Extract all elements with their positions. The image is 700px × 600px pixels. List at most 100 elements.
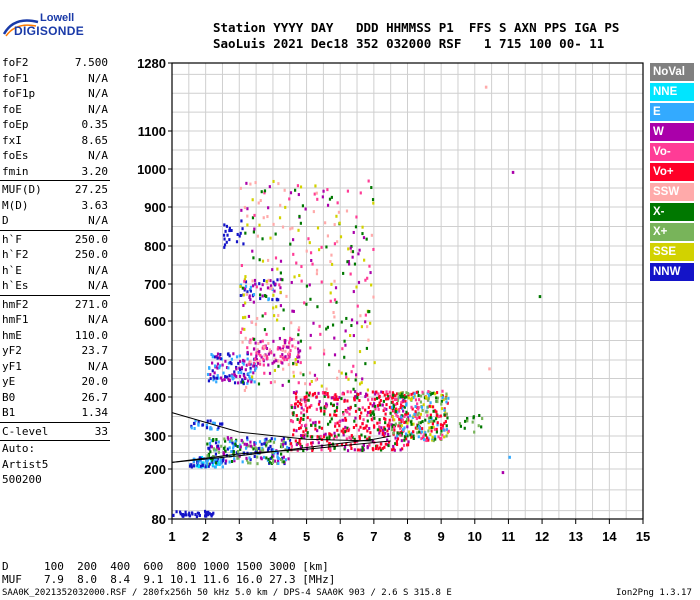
echo-point	[296, 355, 299, 359]
echo-point	[357, 428, 361, 432]
echo-point	[201, 463, 204, 467]
echo-point	[411, 407, 414, 411]
echo-point	[342, 411, 345, 415]
echo-point	[271, 361, 274, 365]
echo-point	[236, 456, 239, 460]
echo-point	[215, 355, 218, 359]
echo-point	[299, 361, 302, 365]
echo-point	[344, 329, 347, 333]
echo-point	[216, 356, 219, 360]
echo-point	[367, 338, 370, 342]
echo-point	[197, 464, 200, 468]
echo-point	[436, 400, 439, 404]
echo-point	[277, 346, 280, 350]
echo-point	[259, 362, 262, 366]
echo-point	[335, 214, 338, 218]
echo-point	[245, 458, 249, 462]
echo-point	[230, 450, 233, 454]
echo-point	[193, 427, 196, 431]
echo-point	[291, 344, 294, 348]
echo-point	[372, 295, 375, 299]
echo-point	[375, 396, 379, 400]
y-tick-label: 1280	[137, 56, 166, 71]
echo-point	[419, 421, 422, 425]
echo-point	[396, 431, 399, 435]
echo-point	[392, 423, 395, 427]
echo-point	[354, 416, 357, 420]
echo-point	[278, 283, 281, 287]
echo-point	[335, 300, 338, 304]
echo-point	[422, 403, 425, 407]
echo-point	[271, 460, 274, 464]
echo-point	[245, 443, 249, 447]
echo-point	[329, 291, 332, 295]
x-tick-label: 1	[168, 529, 175, 544]
echo-point	[410, 396, 413, 400]
param-row: B0 26.7	[0, 390, 110, 406]
param-value: 20.0	[81, 375, 109, 388]
echo-point	[218, 366, 221, 370]
y-tick-label: 1000	[137, 162, 166, 177]
echo-point	[255, 447, 258, 451]
echo-point	[283, 358, 286, 362]
echo-point	[265, 443, 268, 447]
echo-point	[294, 361, 297, 365]
echo-point	[355, 285, 358, 289]
echo-point	[367, 179, 370, 183]
echo-point	[471, 420, 474, 424]
echo-point	[435, 414, 438, 418]
echo-point	[371, 390, 374, 394]
echo-point	[373, 397, 377, 401]
echo-point	[361, 377, 364, 381]
echo-point	[419, 412, 423, 416]
echo-point	[308, 371, 312, 375]
echo-point	[281, 456, 284, 460]
echo-point	[268, 371, 272, 375]
echo-point	[345, 437, 348, 441]
param-name: hmF2	[2, 297, 29, 311]
echo-point	[246, 346, 249, 350]
echo-point	[403, 420, 406, 424]
echo-point	[238, 359, 242, 363]
echo-point	[387, 433, 390, 437]
echo-point	[343, 339, 346, 343]
echo-point	[209, 419, 212, 423]
echo-point	[232, 352, 235, 356]
echo-point	[253, 455, 256, 459]
echo-point	[420, 430, 424, 434]
echo-point	[188, 511, 191, 515]
echo-point	[373, 416, 376, 420]
echo-point	[333, 409, 336, 413]
echo-point	[239, 447, 242, 451]
echo-point	[390, 423, 393, 427]
echo-point	[272, 280, 275, 284]
echo-point	[436, 396, 439, 400]
echo-point	[307, 398, 310, 402]
echo-point	[211, 355, 214, 359]
param-name: C-level	[2, 424, 49, 438]
echo-point	[269, 444, 272, 448]
echo-point	[366, 388, 370, 392]
echo-point	[340, 397, 343, 401]
echo-point	[325, 436, 328, 440]
echo-point	[361, 422, 364, 426]
echo-point	[261, 446, 264, 450]
echo-point	[372, 413, 376, 417]
echo-point	[312, 421, 315, 425]
echo-point	[222, 452, 225, 456]
echo-point	[207, 379, 211, 383]
echo-point	[230, 357, 233, 361]
echo-point	[262, 363, 265, 367]
echo-point	[217, 447, 221, 451]
echo-point	[356, 321, 359, 325]
echo-point	[374, 392, 377, 396]
legend-item: NNE	[650, 83, 694, 101]
echo-point	[219, 458, 222, 462]
echo-point	[249, 440, 252, 444]
echo-point	[266, 215, 269, 219]
echo-point	[249, 452, 253, 456]
echo-point	[368, 264, 371, 268]
echo-point	[224, 229, 227, 233]
echo-point	[221, 378, 224, 382]
echo-point	[212, 447, 215, 451]
